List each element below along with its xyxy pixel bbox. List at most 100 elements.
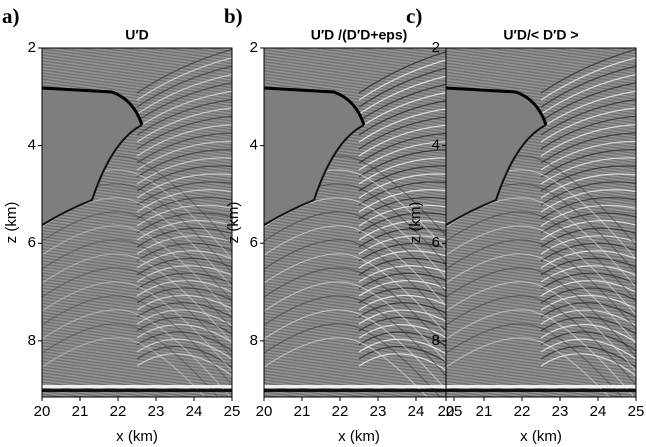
reflector [136,265,232,283]
reflector [540,90,636,129]
y-tick-label: 2 [432,39,440,56]
salt-flank [264,124,365,226]
reflector [540,196,636,220]
y-tick-label: 8 [28,332,36,349]
reflector [446,211,636,302]
x-tick-label: 25 [628,403,645,420]
y-tick-label: 6 [250,234,258,251]
reflector [446,295,636,386]
x-tick-label: 23 [552,403,569,420]
reflector [540,140,636,171]
reflector [136,124,232,157]
reflector [136,115,232,150]
reflector [540,149,636,178]
reflector [136,181,232,206]
reflector [540,115,636,150]
reflector [540,173,636,199]
x-tick-label: 22 [110,403,127,420]
reflector [42,295,232,386]
reflector [42,323,219,397]
reflector [264,281,454,372]
reflector [136,294,232,311]
reflector [136,140,232,171]
reflector [540,57,636,101]
y-tick-label: 4 [250,137,258,154]
reflector [136,149,232,178]
seismic-image [446,48,636,397]
reflector [540,265,636,283]
bottom-band [42,385,232,388]
reflector [136,204,232,227]
reflector [136,73,232,115]
reflector [540,82,636,122]
salt-body [446,88,546,225]
y-tick-label: 6 [28,234,36,251]
reflector [136,272,232,290]
reflector [136,132,232,164]
reflector [540,99,636,136]
y-tick-label: 4 [432,137,440,154]
reflector [136,90,232,129]
x-tick-label: 24 [186,403,203,420]
reflector [136,99,232,136]
reflector [136,353,232,377]
x-tick-label: 24 [408,403,425,420]
y-axis-label: z (km) [3,202,20,244]
frame [445,47,637,398]
y-tick-label: 6 [432,234,440,251]
reflector [446,267,636,358]
reflector [42,225,232,316]
reflector [540,73,636,115]
reflector [136,48,232,94]
x-tick-label: 22 [332,403,349,420]
reflector [540,353,636,377]
reflector [540,181,636,206]
x-tick-label: 20 [438,403,455,420]
reflector [446,253,636,344]
x-tick-label: 23 [370,403,387,420]
reflector [136,324,232,344]
reflector [264,239,454,330]
x-tick-label: 25 [446,403,463,420]
reflector [136,107,232,143]
panel-title: U′D /(D′D+eps) [311,27,408,43]
bottom-band [446,385,636,388]
reflector [42,281,232,372]
bottom-band [264,389,454,392]
reflector [540,132,636,164]
frame [41,47,233,398]
reflector [136,227,232,248]
reflector [264,225,454,316]
reflector [136,165,232,192]
reflector [42,253,232,344]
x-tick-label: 23 [148,403,165,420]
reflector [136,65,232,108]
panel-label: a) [2,4,20,28]
reflector [446,323,623,397]
y-tick-label: 2 [28,39,36,56]
reflector [264,267,454,358]
y-tick-label: 2 [250,39,258,56]
reflector [136,196,232,220]
reflector [540,302,636,318]
reflector [540,65,636,108]
reflector [540,227,636,248]
panel: c)U′D/< D′D >x (km)z (km)20 21 22 23 24 25246… [406,4,644,445]
reflector [136,257,232,276]
reflector [540,165,636,192]
x-tick-label: 25 [224,403,241,420]
reflector [540,316,636,335]
reflector [136,302,232,318]
x-tick-label: 21 [294,403,311,420]
panel-title: U′D [125,27,149,43]
reflector [136,346,232,369]
reflector [446,281,636,372]
x-tick-label: 20 [34,403,51,420]
reflector [540,250,636,269]
reflector [42,239,232,330]
salt-top [446,86,548,126]
reflector [136,189,232,213]
reflector [540,331,636,352]
y-tick-label: 4 [28,137,36,154]
reflector [264,323,441,397]
